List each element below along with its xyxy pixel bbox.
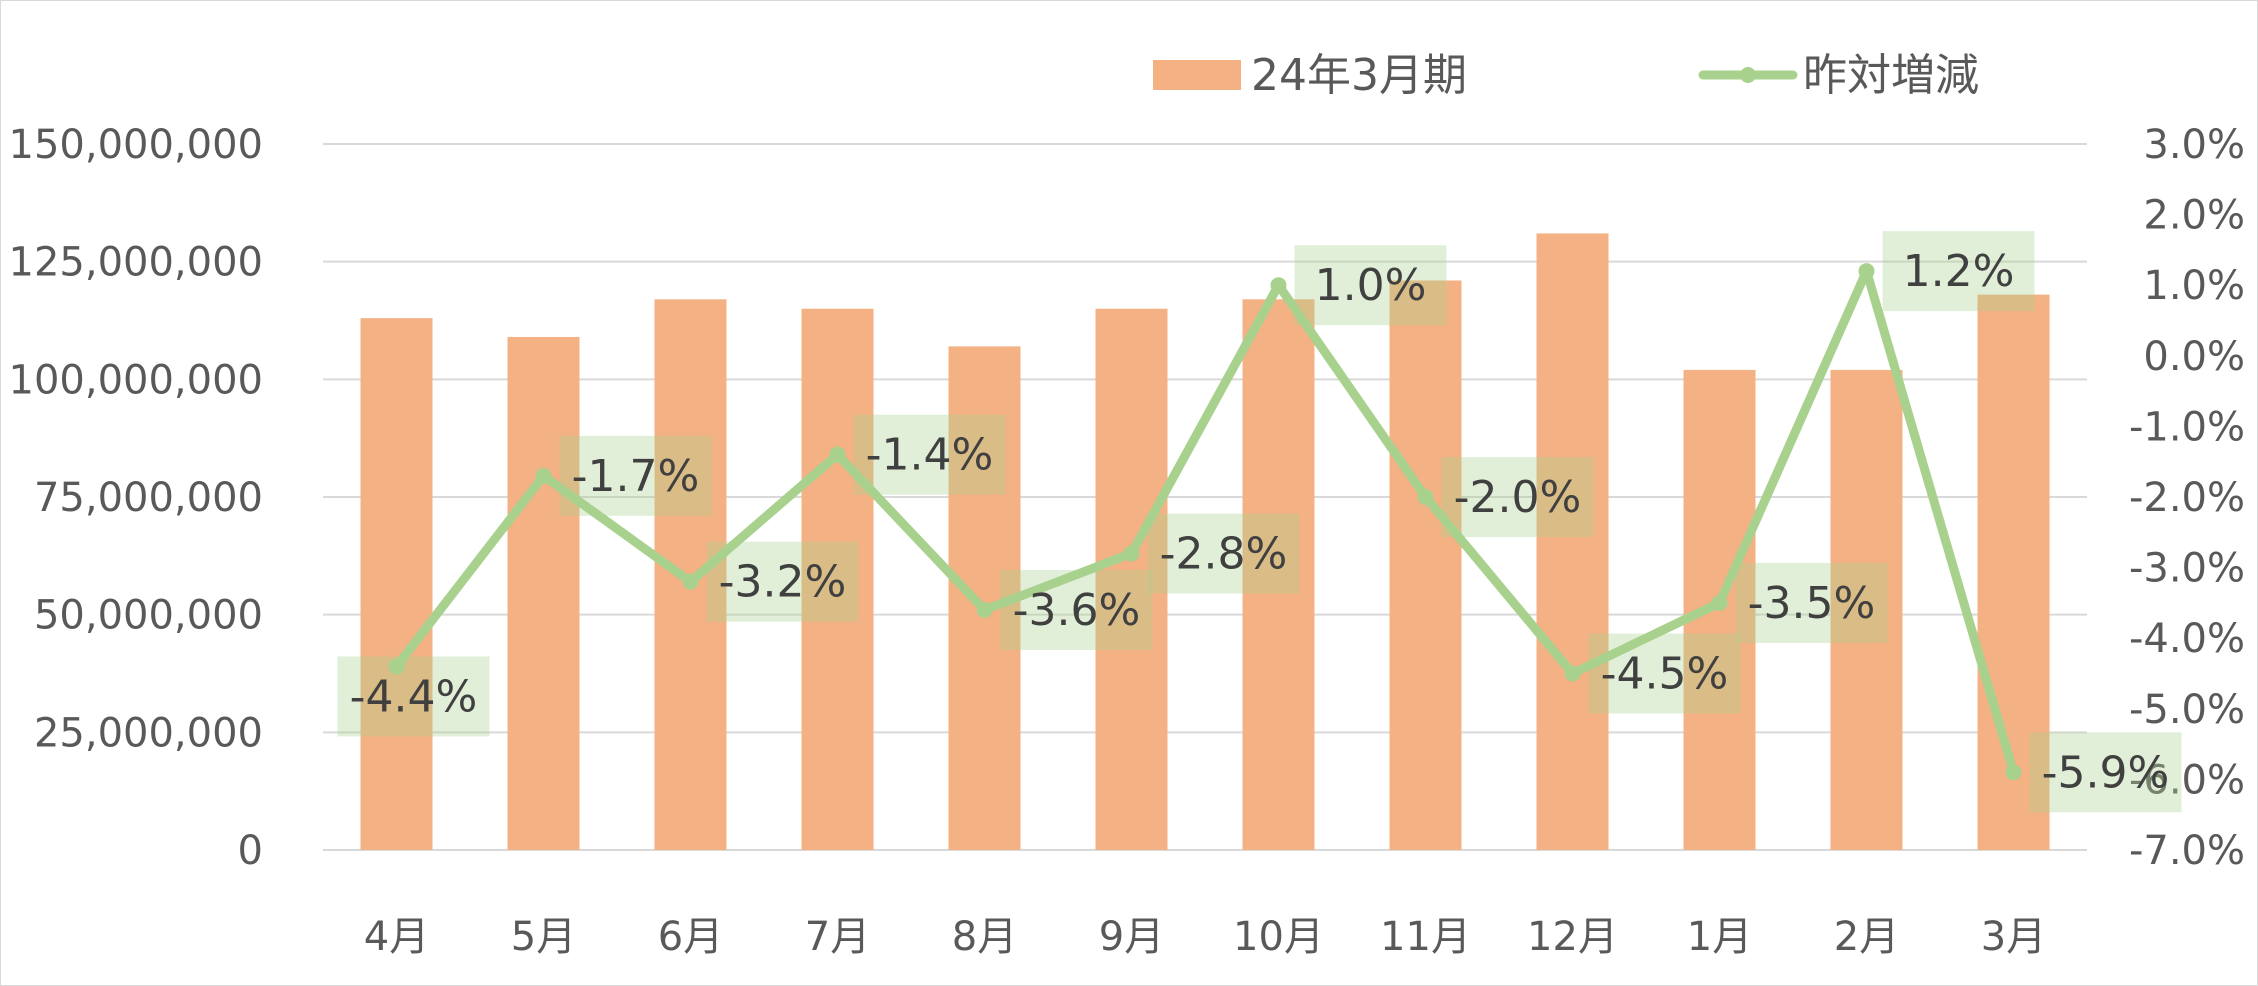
x-tick-label: 7月 [805, 914, 870, 960]
legend-line-label: 昨対増減 [1803, 50, 1979, 101]
data-label: -2.0% [1454, 472, 1582, 523]
x-tick-label: 11月 [1380, 914, 1471, 960]
y-right-tick-label: -7.0% [2129, 828, 2245, 874]
bar [1536, 233, 1609, 851]
data-label: -3.6% [1013, 585, 1141, 636]
y-right-tick-label: -1.0% [2129, 404, 2245, 450]
line-point [1417, 489, 1434, 505]
line-point [1270, 277, 1287, 294]
y-right-tick-label: -3.0% [2129, 546, 2245, 592]
data-label-box [559, 435, 712, 516]
line-point [1123, 545, 1140, 562]
y-left-tick-label: 150,000,000 [9, 122, 263, 168]
line-point [1711, 594, 1728, 611]
data-label-box [1441, 457, 1594, 537]
line-point [2005, 764, 2022, 781]
data-label-box [1294, 245, 1447, 326]
bar [360, 318, 433, 850]
y-left-tick-label: 25,000,000 [34, 710, 263, 756]
data-label: -5.9% [2042, 747, 2170, 798]
line-point [1564, 665, 1581, 682]
bar [507, 336, 580, 850]
y-right-tick-label: -2.0% [2129, 475, 2245, 521]
x-tick-label: 12月 [1527, 914, 1618, 960]
x-tick-label: 1月 [1687, 914, 1752, 960]
data-label: -1.7% [572, 451, 700, 502]
data-label-box [1000, 569, 1153, 650]
bar [1830, 369, 1903, 850]
line-point [388, 658, 405, 675]
data-label: 1.2% [1903, 246, 2015, 297]
legend-bar-swatch [1153, 60, 1241, 90]
data-label-box [1147, 513, 1300, 594]
data-label: -3.5% [1748, 578, 1876, 629]
y-left-tick-label: 125,000,000 [9, 240, 263, 286]
x-tick-label: 4月 [364, 914, 429, 960]
bar [1242, 299, 1315, 850]
line-point [829, 446, 846, 463]
y-right-tick-label: 1.0% [2143, 263, 2245, 309]
x-tick-label: 9月 [1099, 914, 1164, 960]
x-tick-label: 2月 [1834, 914, 1899, 960]
x-tick-label: 3月 [1981, 914, 2046, 960]
y-right-tick-label: 2.0% [2143, 193, 2245, 239]
y-left-tick-label: 50,000,000 [34, 593, 263, 639]
data-label-box [1735, 562, 1888, 643]
data-label-box [1588, 633, 1741, 714]
legend-bar-label: 24年3月期 [1251, 50, 1467, 101]
bar [801, 308, 874, 850]
y-left-tick-label: 100,000,000 [9, 357, 263, 403]
y-right-tick-label: -6.0% [2129, 757, 2245, 803]
legend-line-marker [1740, 67, 1756, 83]
data-label-box [706, 541, 859, 622]
bar [1095, 308, 1168, 850]
y-right-tick-label: 0.0% [2143, 334, 2245, 380]
data-label-box [2029, 732, 2182, 813]
data-label-box [337, 656, 490, 737]
data-label: -4.4% [350, 671, 478, 722]
data-label-box [1882, 231, 2035, 312]
bar [1389, 280, 1462, 850]
x-tick-label: 5月 [511, 914, 576, 960]
line-series [392, 266, 2018, 777]
data-label-box [853, 414, 1006, 495]
data-label: 1.0% [1315, 260, 1427, 311]
line-point [682, 573, 699, 590]
data-label: -3.2% [719, 557, 847, 608]
data-label: -2.8% [1160, 528, 1288, 579]
data-label: -1.4% [866, 430, 994, 481]
y-right-tick-label: -4.0% [2129, 616, 2245, 662]
line-point [976, 601, 993, 618]
line-point [1858, 263, 1875, 280]
x-tick-label: 8月 [952, 914, 1017, 960]
y-left-tick-label: 75,000,000 [34, 475, 263, 521]
y-left-tick-label: 0 [238, 828, 263, 874]
line-point [535, 467, 552, 484]
y-right-tick-label: 3.0% [2143, 122, 2245, 168]
x-tick-label: 10月 [1233, 914, 1324, 960]
data-label: -4.5% [1601, 649, 1729, 700]
y-right-tick-label: -5.0% [2129, 687, 2245, 733]
x-tick-label: 6月 [658, 914, 723, 960]
